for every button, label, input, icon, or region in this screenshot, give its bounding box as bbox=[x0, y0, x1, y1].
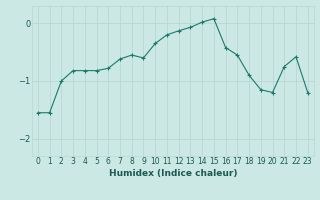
X-axis label: Humidex (Indice chaleur): Humidex (Indice chaleur) bbox=[108, 169, 237, 178]
